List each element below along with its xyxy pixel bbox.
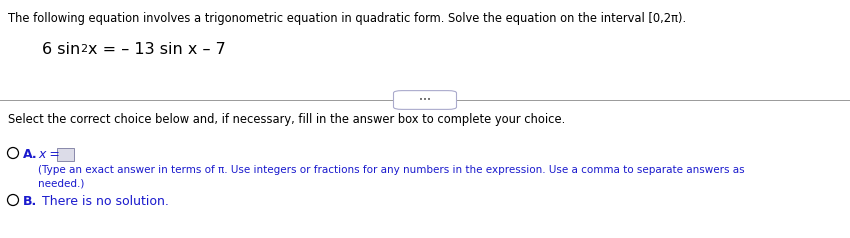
Text: x = – 13 sin x – 7: x = – 13 sin x – 7 [88, 42, 226, 57]
Text: 6 sin: 6 sin [42, 42, 80, 57]
Text: There is no solution.: There is no solution. [42, 195, 169, 208]
FancyBboxPatch shape [394, 91, 456, 109]
Text: x =: x = [38, 148, 60, 161]
FancyBboxPatch shape [57, 148, 74, 161]
Text: (Type an exact answer in terms of π. Use integers or fractions for any numbers i: (Type an exact answer in terms of π. Use… [38, 165, 745, 175]
Text: needed.): needed.) [38, 178, 84, 188]
Text: A.: A. [23, 148, 37, 161]
Text: Select the correct choice below and, if necessary, fill in the answer box to com: Select the correct choice below and, if … [8, 113, 565, 126]
Text: B.: B. [23, 195, 37, 208]
Text: 2: 2 [80, 44, 87, 54]
Text: •••: ••• [419, 97, 431, 103]
Text: The following equation involves a trigonometric equation in quadratic form. Solv: The following equation involves a trigon… [8, 12, 686, 25]
